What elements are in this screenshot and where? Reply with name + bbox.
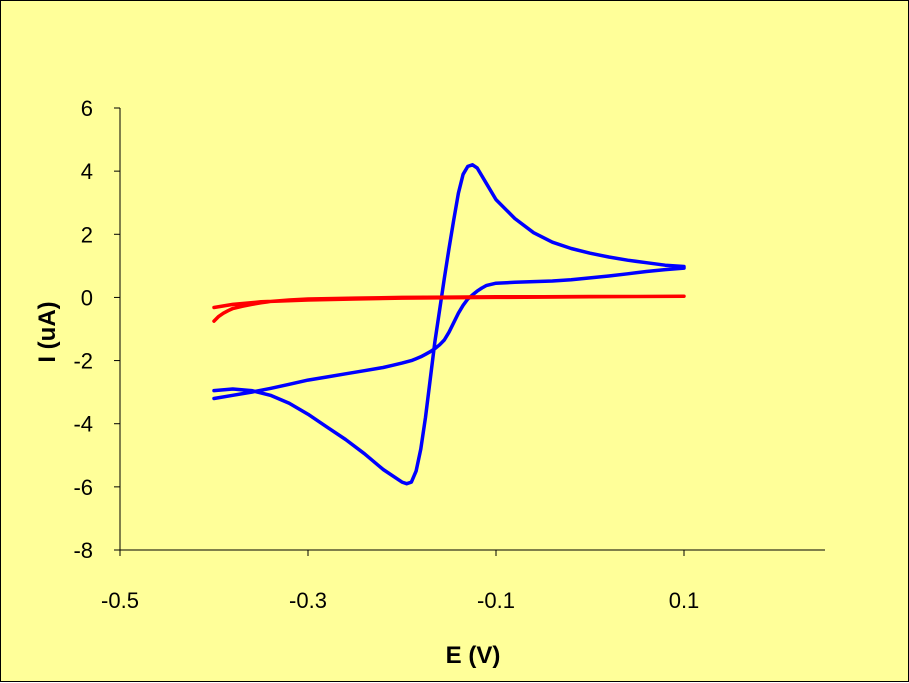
y-tick-label: 6 [81, 96, 93, 121]
x-tick-label: 0.1 [669, 588, 700, 613]
x-tick-label: -0.5 [101, 588, 139, 613]
series-2-line [212, 294, 686, 323]
y-tick-label: -4 [73, 412, 93, 437]
y-tick-label: 0 [81, 285, 93, 310]
axes: -8 -6 -4 -2 0 2 4 6 -0.5 -0.3 -0.1 0.1 [73, 96, 825, 613]
x-axis-title: E (V) [446, 642, 501, 669]
y-tick-label: 2 [81, 222, 93, 247]
y-tick-label: -8 [73, 538, 93, 563]
x-tick-label: -0.1 [477, 588, 515, 613]
series-layer [212, 163, 686, 486]
y-tick-label: -6 [73, 475, 93, 500]
y-tick-label: -2 [73, 349, 93, 374]
y-tick-label: 4 [81, 159, 93, 184]
series-1-line [212, 163, 686, 486]
labels-layer: E (V) I (uA) [34, 301, 500, 669]
x-tick-label: -0.3 [289, 588, 327, 613]
y-axis-title: I (uA) [34, 301, 61, 362]
